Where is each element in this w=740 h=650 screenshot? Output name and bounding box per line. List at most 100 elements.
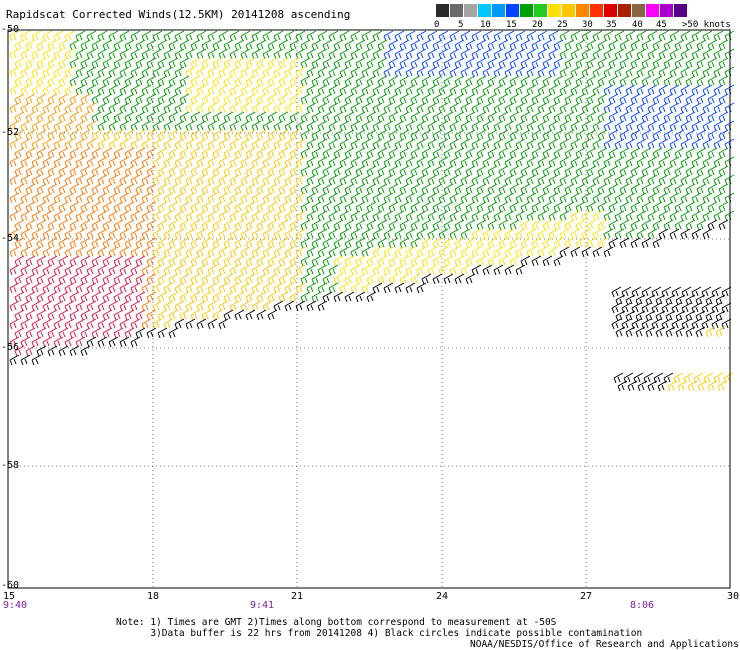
wind-barb	[707, 93, 718, 105]
wind-barb	[504, 246, 515, 258]
wind-barb	[366, 129, 377, 141]
wind-barb	[548, 102, 559, 114]
wind-barb	[663, 93, 674, 105]
wind-barb	[498, 147, 509, 159]
wind-barb	[245, 39, 256, 51]
wind-barb	[317, 210, 328, 222]
wind-barb	[80, 291, 91, 303]
wind-barb	[377, 201, 388, 213]
wind-barb	[322, 273, 333, 285]
wind-barb	[69, 201, 80, 213]
wind-barb	[696, 93, 707, 105]
wind-barb	[317, 120, 328, 132]
wind-barb	[702, 30, 713, 42]
wind-barb	[443, 111, 454, 123]
wind-barb	[399, 237, 410, 249]
wind-barb	[388, 39, 399, 51]
wind-barb	[526, 102, 537, 114]
wind-barb	[245, 273, 256, 285]
wind-barb	[91, 165, 102, 177]
wind-barb	[267, 93, 278, 105]
wind-barb	[421, 255, 432, 267]
wind-barb	[207, 48, 218, 60]
wind-barb	[97, 174, 108, 186]
wind-barb	[564, 183, 575, 195]
wind-barb	[592, 120, 603, 132]
wind-barb	[559, 174, 570, 186]
wind-barb	[295, 156, 306, 168]
wind-barb	[273, 210, 284, 222]
wind-barb	[245, 309, 256, 321]
wind-barb	[273, 300, 284, 312]
wind-barb	[344, 201, 355, 213]
wind-barb	[625, 310, 636, 322]
wind-barb	[58, 291, 69, 303]
wind-barb	[124, 237, 135, 249]
wind-barb	[174, 120, 185, 132]
wind-barb	[80, 237, 91, 249]
wind-barb	[284, 264, 295, 276]
wind-barb	[707, 201, 718, 213]
wind-barb	[427, 102, 438, 114]
wind-barb	[102, 57, 113, 69]
wind-barb	[460, 264, 471, 276]
wind-barb	[388, 93, 399, 105]
wind-barb	[636, 228, 647, 240]
wind-barb	[537, 120, 548, 132]
wind-barb	[531, 147, 542, 159]
wind-barb	[97, 300, 108, 312]
wind-barb	[614, 30, 625, 42]
wind-barb	[69, 237, 80, 249]
wind-barb	[80, 165, 91, 177]
wind-barb	[25, 129, 36, 141]
wind-barb	[31, 336, 42, 348]
wind-barb	[157, 147, 168, 159]
wind-barb	[174, 66, 185, 78]
wind-barb	[289, 183, 300, 195]
wind-barb	[548, 84, 559, 96]
wind-barb	[97, 210, 108, 222]
wind-barb	[251, 138, 262, 150]
wind-barb	[586, 39, 597, 51]
wind-barb	[201, 75, 212, 87]
wind-barb	[135, 237, 146, 249]
wind-barb	[509, 39, 520, 51]
wind-barb	[146, 219, 157, 231]
wind-barb	[267, 75, 278, 87]
wind-barb	[344, 39, 355, 51]
wind-barb	[421, 165, 432, 177]
wind-barb	[306, 246, 317, 258]
wind-barb	[383, 246, 394, 258]
wind-barb	[691, 120, 702, 132]
wind-barb	[611, 318, 622, 330]
wind-barb	[9, 84, 20, 96]
wind-barb	[680, 120, 691, 132]
wind-barb	[482, 210, 493, 222]
wind-barb	[322, 111, 333, 123]
wind-barb	[696, 147, 707, 159]
wind-barb	[20, 282, 31, 294]
wind-barb	[14, 129, 25, 141]
wind-barb	[570, 102, 581, 114]
wind-barb	[443, 93, 454, 105]
wind-barb	[647, 48, 658, 60]
wind-barb	[245, 219, 256, 231]
wind-barb	[262, 210, 273, 222]
wind-barb	[665, 310, 676, 322]
wind-barb	[207, 174, 218, 186]
wind-barb	[421, 147, 432, 159]
wind-barb	[635, 310, 646, 322]
wind-barb	[586, 93, 597, 105]
wind-barb	[58, 327, 69, 339]
wind-barb	[75, 210, 86, 222]
wind-barb	[619, 39, 630, 51]
wind-barb	[311, 255, 322, 267]
wind-barb	[377, 57, 388, 69]
wind-barb	[256, 273, 267, 285]
wind-barb	[157, 291, 168, 303]
wind-barb	[449, 156, 460, 168]
wind-barb	[339, 246, 350, 258]
wind-barb	[300, 129, 311, 141]
wind-barb	[218, 84, 229, 96]
wind-barb	[223, 165, 234, 177]
